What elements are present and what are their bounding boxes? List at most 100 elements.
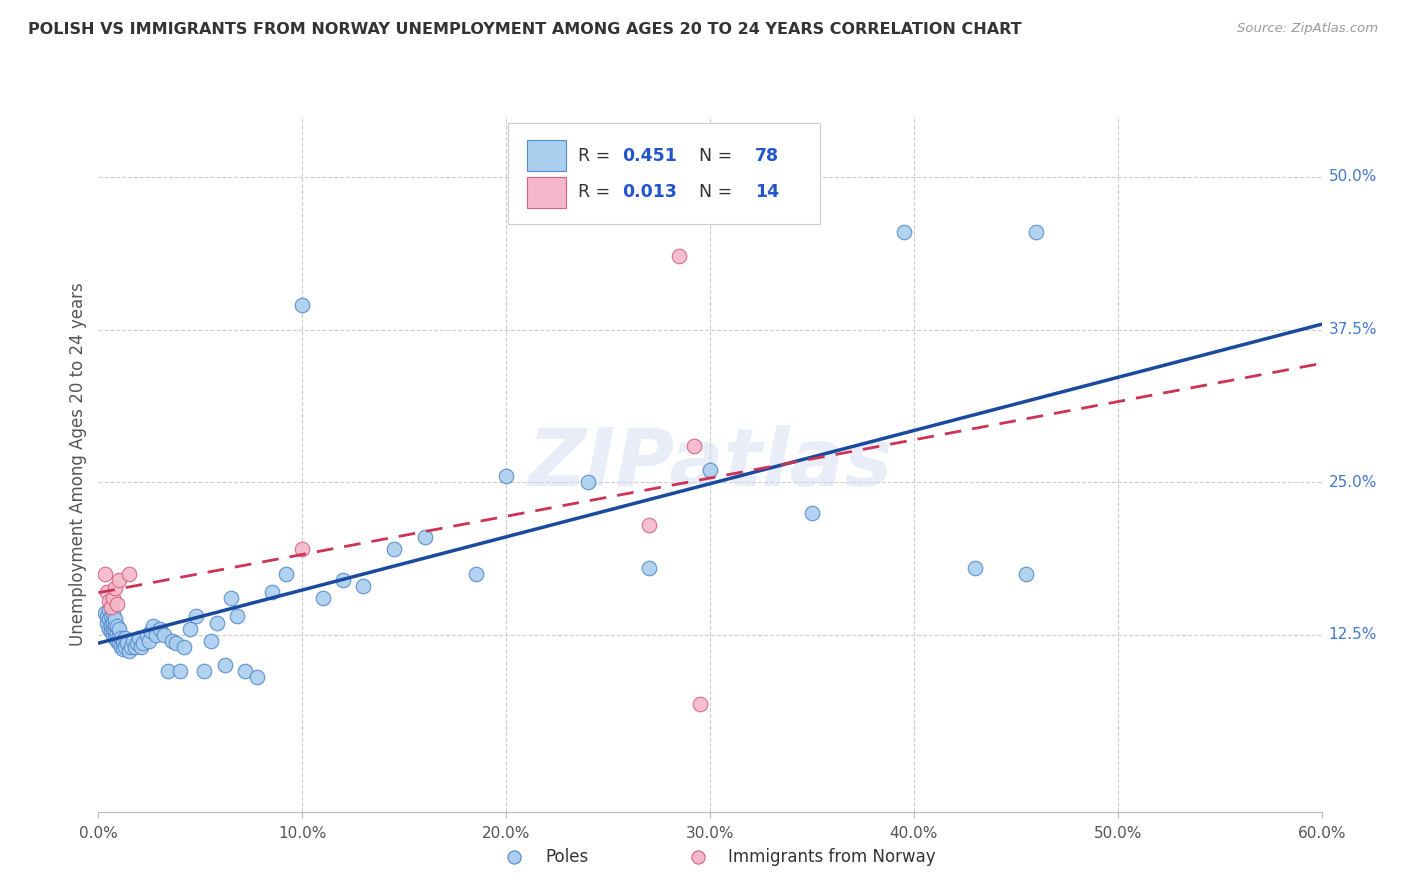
Point xyxy=(97,622,120,636)
Point xyxy=(179,622,201,636)
Point xyxy=(104,632,127,646)
Point xyxy=(668,249,690,263)
Point xyxy=(124,640,146,654)
Point xyxy=(97,593,120,607)
Point xyxy=(101,607,124,621)
Point xyxy=(965,560,987,574)
Point xyxy=(413,530,436,544)
Text: ZIPatlas: ZIPatlas xyxy=(527,425,893,503)
Point xyxy=(312,591,335,606)
Point xyxy=(104,612,127,626)
Point xyxy=(219,591,242,606)
Point xyxy=(93,566,115,581)
Point xyxy=(1085,860,1108,874)
Point xyxy=(149,622,172,636)
Text: 37.5%: 37.5% xyxy=(1329,322,1376,337)
Point xyxy=(160,633,183,648)
Point xyxy=(193,665,215,679)
Point xyxy=(96,615,118,630)
Text: 14: 14 xyxy=(755,184,779,202)
Text: R =: R = xyxy=(578,184,616,202)
Point xyxy=(226,609,249,624)
Point xyxy=(96,585,118,599)
Point xyxy=(101,615,124,630)
Text: Poles: Poles xyxy=(546,848,588,866)
Point xyxy=(291,298,314,312)
Point xyxy=(173,640,195,654)
Text: 0.451: 0.451 xyxy=(621,146,676,165)
Point xyxy=(637,560,661,574)
Point xyxy=(100,599,122,614)
Point xyxy=(332,573,354,587)
Text: N =: N = xyxy=(688,146,738,165)
Point xyxy=(104,582,127,596)
Point xyxy=(118,643,141,657)
Point xyxy=(893,225,915,239)
Point xyxy=(105,619,128,633)
Point xyxy=(186,609,208,624)
Point xyxy=(682,438,704,452)
Point xyxy=(233,665,256,679)
Point xyxy=(274,566,297,581)
Point xyxy=(118,566,141,581)
Point xyxy=(100,609,122,624)
Point xyxy=(780,860,803,874)
Point xyxy=(205,615,228,630)
Point xyxy=(142,619,165,633)
Point xyxy=(105,597,128,611)
Point xyxy=(246,670,269,684)
Point xyxy=(110,632,132,646)
Text: POLISH VS IMMIGRANTS FROM NORWAY UNEMPLOYMENT AMONG AGES 20 TO 24 YEARS CORRELAT: POLISH VS IMMIGRANTS FROM NORWAY UNEMPLO… xyxy=(28,22,1022,37)
Point xyxy=(127,636,149,650)
Text: N =: N = xyxy=(688,184,738,202)
Point xyxy=(114,632,136,646)
Point xyxy=(105,633,128,648)
Text: 78: 78 xyxy=(755,146,779,165)
Point xyxy=(104,624,127,638)
Point xyxy=(100,624,122,638)
Text: 12.5%: 12.5% xyxy=(1329,627,1376,642)
Text: Immigrants from Norway: Immigrants from Norway xyxy=(728,848,936,866)
Point xyxy=(97,612,120,626)
Point xyxy=(101,628,124,642)
Point xyxy=(1025,225,1047,239)
Point xyxy=(108,636,131,650)
Point xyxy=(122,633,145,648)
Point xyxy=(200,633,222,648)
Point xyxy=(108,573,131,587)
Point xyxy=(464,566,486,581)
Point xyxy=(136,628,159,642)
Point xyxy=(138,633,160,648)
Point xyxy=(93,606,115,620)
Point xyxy=(101,622,124,636)
Point xyxy=(145,628,167,642)
Point xyxy=(156,665,179,679)
Point xyxy=(105,626,128,640)
Point xyxy=(165,636,187,650)
Point xyxy=(111,642,134,657)
Point xyxy=(129,640,152,654)
Point xyxy=(1015,566,1038,581)
Text: 25.0%: 25.0% xyxy=(1329,475,1376,490)
Point xyxy=(291,542,314,557)
Point xyxy=(97,603,120,617)
Point xyxy=(699,463,721,477)
Point xyxy=(637,517,661,532)
Point xyxy=(152,628,174,642)
Point xyxy=(114,640,136,654)
Point xyxy=(108,622,131,636)
Y-axis label: Unemployment Among Ages 20 to 24 years: Unemployment Among Ages 20 to 24 years xyxy=(69,282,87,646)
Point xyxy=(352,579,374,593)
Point xyxy=(801,506,824,520)
FancyBboxPatch shape xyxy=(527,178,565,208)
Point xyxy=(111,633,134,648)
Point xyxy=(382,542,405,557)
Text: 0.013: 0.013 xyxy=(621,184,676,202)
Point xyxy=(108,629,131,643)
Point xyxy=(132,636,155,650)
Point xyxy=(104,618,127,632)
FancyBboxPatch shape xyxy=(508,123,820,224)
Point xyxy=(169,665,191,679)
Text: Source: ZipAtlas.com: Source: ZipAtlas.com xyxy=(1237,22,1378,36)
Text: 50.0%: 50.0% xyxy=(1329,169,1376,185)
